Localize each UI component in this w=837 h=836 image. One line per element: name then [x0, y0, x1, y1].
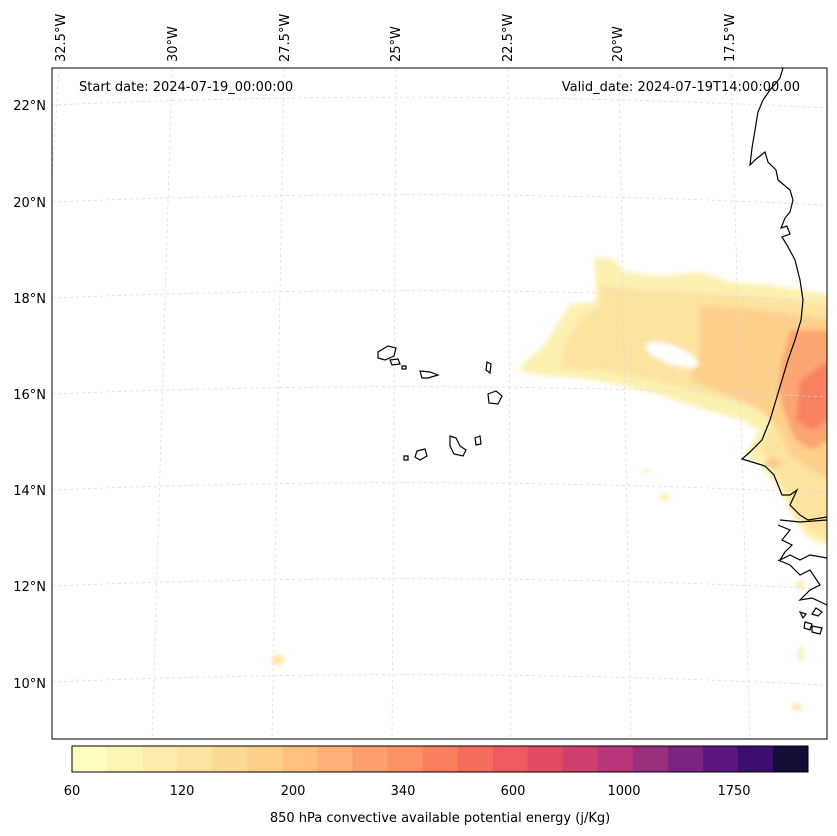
- colorbar-swatch: [212, 746, 248, 772]
- lat-label-18: 18°N: [13, 292, 46, 307]
- colorbar-swatch: [107, 746, 143, 772]
- africa-coast: [740, 68, 827, 521]
- lat-label-16: 16°N: [13, 388, 46, 403]
- lon-label-25: 25°W: [389, 26, 404, 62]
- grid-lon-25: [391, 68, 397, 739]
- colorbar-swatch: [492, 746, 529, 772]
- colorbar-swatch: [317, 746, 353, 772]
- guinea-bissau-coast: [777, 559, 827, 606]
- cb-tick-340: 340: [391, 784, 416, 799]
- island-sao-vicente: [389, 358, 401, 366]
- bijagos-1: [811, 607, 823, 617]
- grid-lon-22-5: [507, 68, 512, 739]
- lat-label-22: 22°N: [13, 99, 46, 114]
- cb-tick-1000: 1000: [607, 784, 640, 799]
- cb-tick-60: 60: [64, 784, 81, 799]
- lat-label-20: 20°N: [13, 196, 46, 211]
- grid-lat-16: [52, 386, 827, 398]
- colorbar-swatch: [737, 746, 774, 772]
- colorbar-swatch: [142, 746, 178, 772]
- grid-lon-27-5: [271, 68, 285, 739]
- colorbar-swatch: [527, 746, 564, 772]
- island-maio: [474, 435, 482, 446]
- grid-lat-12: [52, 578, 827, 590]
- coastlines: [740, 68, 827, 635]
- island-brava: [403, 455, 409, 461]
- grid-lon-17-5: [730, 68, 751, 739]
- colorbar-swatch: [72, 746, 108, 772]
- colorbar-swatch: [177, 746, 213, 772]
- gridlines: [52, 68, 827, 739]
- latitude-labels: 22°N 20°N 18°N 16°N 14°N 12°N 10°N: [13, 99, 46, 692]
- island-santo-antao: [377, 345, 397, 361]
- lat-label-10: 10°N: [13, 677, 46, 692]
- bijagos-4: [798, 610, 807, 620]
- bijagos-2: [803, 621, 813, 631]
- grid-lon-30: [151, 68, 173, 739]
- colorbar-swatch: [702, 746, 739, 772]
- cb-tick-600: 600: [501, 784, 526, 799]
- colorbar-swatch: [282, 746, 318, 772]
- colorbar-swatch: [562, 746, 599, 772]
- grid-lat-20: [52, 194, 827, 206]
- lon-label-30: 30°W: [166, 26, 181, 62]
- lat-label-14: 14°N: [13, 484, 46, 499]
- cb-tick-200: 200: [281, 784, 306, 799]
- island-sao-nicolau: [419, 370, 440, 379]
- cb-tick-120: 120: [170, 784, 195, 799]
- valid-date-label: Valid_date: 2024-07-19T14:00:00.00: [562, 80, 800, 95]
- start-date-label: Start date: 2024-07-19_00:00:00: [79, 80, 293, 95]
- lon-label-17-5: 17.5°W: [723, 14, 738, 62]
- lon-label-22-5: 22.5°W: [501, 14, 516, 62]
- cb-tick-1750: 1750: [717, 784, 750, 799]
- gambia-coast: [779, 519, 827, 523]
- island-boa-vista: [487, 390, 503, 405]
- colorbar-swatch: [632, 746, 669, 772]
- colorbar-swatch: [597, 746, 634, 772]
- lat-label-12: 12°N: [13, 580, 46, 595]
- grid-lon-32-5: [52, 68, 60, 181]
- colorbar-frame: [71, 745, 809, 773]
- longitude-labels: 32.5°W 30°W 27.5°W 25°W 22.5°W 20°W 17.5…: [54, 14, 738, 62]
- colorbar-title: 850 hPa convective available potential e…: [270, 811, 610, 826]
- lon-label-32-5: 32.5°W: [54, 14, 69, 62]
- cape-field: [76, 258, 827, 710]
- cape-verde-islands: [377, 345, 503, 461]
- colorbar-ticks: 60 120 200 340 600 1000 1750: [64, 784, 751, 799]
- island-fogo: [414, 448, 428, 461]
- island-sal: [485, 361, 492, 375]
- lon-label-27-5: 27.5°W: [278, 14, 293, 62]
- grid-lon-20: [618, 68, 632, 739]
- grid-lat-18: [52, 290, 827, 302]
- colorbar-swatch: [387, 746, 423, 772]
- colorbar-swatch: [352, 746, 388, 772]
- grid-lat-10: [52, 674, 827, 686]
- cape-plume-hot: [796, 362, 827, 430]
- colorbar: [71, 745, 809, 773]
- colorbar-swatch: [772, 746, 809, 772]
- colorbar-swatch: [667, 746, 704, 772]
- casamance-coast: [777, 524, 827, 562]
- lon-label-20: 20°W: [611, 26, 626, 62]
- island-santa-luzia: [401, 365, 407, 370]
- grid-lat-22: [52, 96, 827, 109]
- grid-lat-14: [52, 482, 827, 494]
- colorbar-swatch: [422, 746, 459, 772]
- island-santiago: [449, 435, 467, 457]
- colorbar-swatch: [457, 746, 494, 772]
- bijagos-3: [811, 625, 823, 635]
- map-frame: [51, 67, 828, 740]
- colorbar-swatch: [247, 746, 283, 772]
